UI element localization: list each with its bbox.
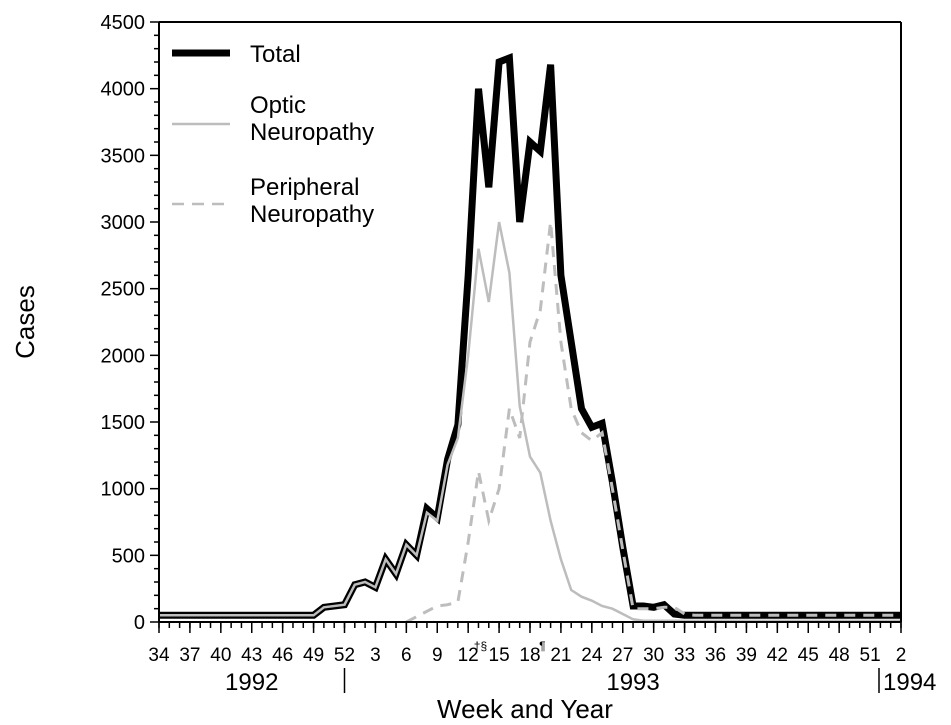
series-line-peripheral-neuropathy [405,221,901,624]
x-tick-label: 42 [767,645,788,666]
y-tick-label: 1000 [101,479,146,501]
legend-label-peripheral: Peripheral Neuropathy [250,174,374,228]
x-tick-label: 33 [674,645,695,666]
year-label-1994: 1994 [883,669,936,696]
y-tick-label: 3000 [101,212,146,234]
x-footnote-mark: ¶ [539,639,545,653]
y-tick-label: 500 [112,545,145,567]
x-tick-label: 46 [272,645,293,666]
x-tick-label: 2 [896,645,907,666]
legend-label-peripheral-line2: Neuropathy [250,201,374,228]
x-axis-label: Week and Year [437,694,613,724]
y-tick-label: 0 [134,612,145,634]
legend-label-optic-line1: Optic [250,92,306,119]
y-tick-label: 2000 [101,345,146,367]
x-tick-label: 6 [401,645,412,666]
x-tick-label: 43 [241,645,262,666]
x-tick-label: 34 [148,645,170,666]
x-tick-label: 49 [303,645,324,666]
year-label-1993: 1993 [606,669,659,696]
legend-item-optic: Optic Neuropathy [172,92,374,146]
y-tick-label: 4500 [101,12,146,34]
x-tick-label: 24 [581,645,603,666]
x-tick-label: 39 [736,645,757,666]
y-axis: 0 500 1000 1500 2000 2500 3000 3500 4000 4500 [101,12,902,634]
x-tick-label: 52 [334,645,355,666]
x-tick-label: 12 [458,645,479,666]
x-tick-label: 27 [612,645,633,666]
x-tick-label: 15 [489,645,510,666]
y-axis-label: Cases [10,285,40,359]
series-line-optic-neuropathy [159,221,901,622]
year-label-1992: 1992 [225,669,278,696]
x-tick-label: 45 [798,645,819,666]
y-tick-label: 2500 [101,279,146,301]
x-tick-label: 3 [370,645,381,666]
legend-item-peripheral: Peripheral Neuropathy [172,174,374,228]
x-tick-label: 30 [643,645,664,666]
y-tick-label: 1500 [101,412,146,434]
x-tick-label: 40 [210,645,231,666]
plot-area [159,53,901,624]
y-tick-label: 4000 [101,79,146,101]
x-tick-label: 21 [550,645,571,666]
x-tick-label: 18 [519,645,540,666]
x-tick-label: 36 [705,645,726,666]
x-footnote-mark: †§ [474,639,487,653]
x-axis: 34 37 40 43 46 49 52 3 6 9 12 15 18 21 24 27 30 33 36 39 42 4… [148,621,936,696]
x-tick-label: 37 [179,645,200,666]
x-tick-label: 9 [432,645,443,666]
legend-label-optic-line2: Neuropathy [250,119,374,146]
legend-label-optic: Optic Neuropathy [250,92,374,146]
legend-item-total: Total [172,41,301,68]
x-tick-label: 51 [860,645,881,666]
y-tick-label: 3500 [101,145,146,167]
legend-label-total: Total [250,41,301,68]
legend-label-peripheral-line1: Peripheral [250,174,359,201]
x-tick-label: 48 [829,645,850,666]
legend: Total Optic Neuropathy Peripheral Neurop… [172,41,374,228]
